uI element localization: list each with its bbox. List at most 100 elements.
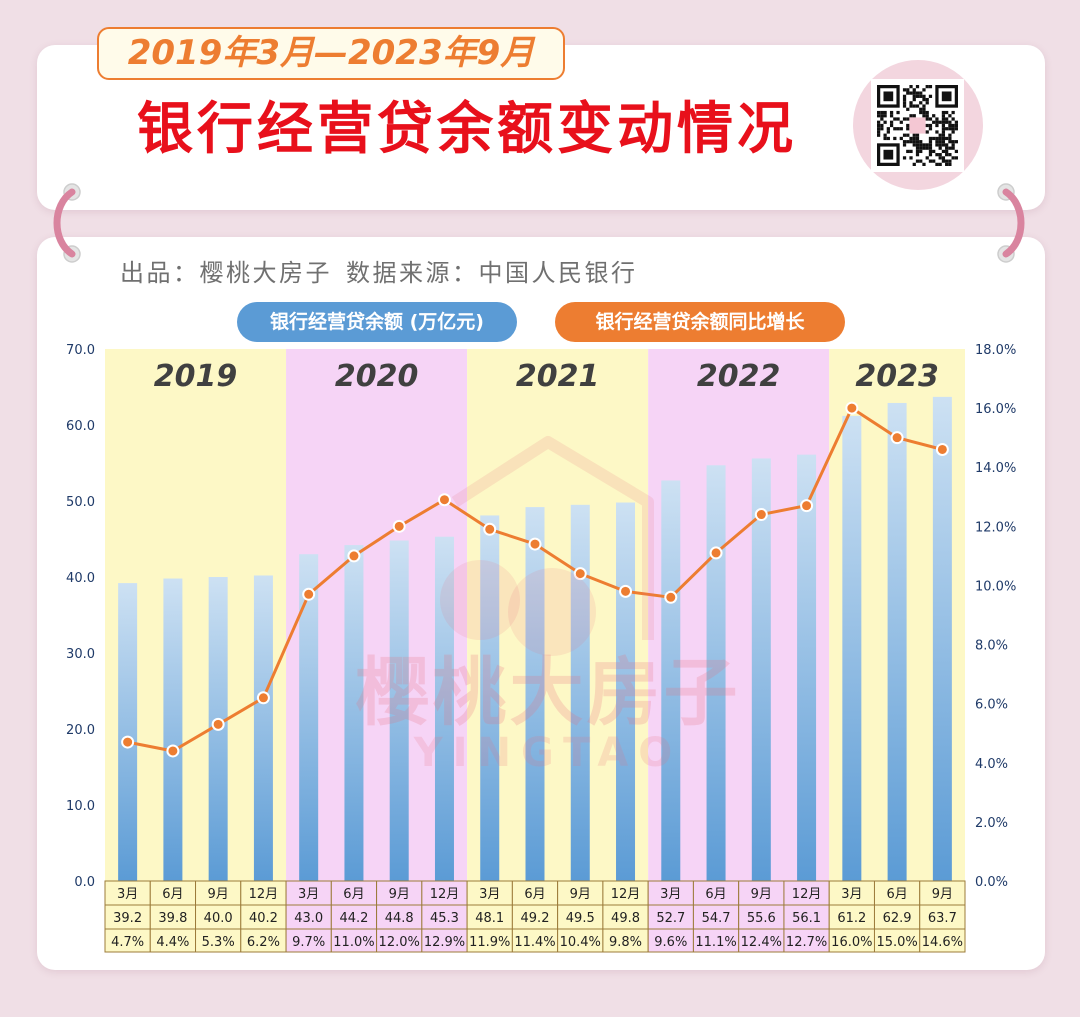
- qr-module: [928, 153, 933, 157]
- qr-module: [912, 114, 916, 118]
- bar: [525, 507, 545, 881]
- growth-point: [392, 519, 406, 533]
- qr-module: [915, 143, 920, 147]
- qr-module: [932, 120, 936, 124]
- qr-module: [925, 130, 929, 134]
- qr-module: [902, 133, 907, 137]
- qr-module: [951, 127, 955, 131]
- qr-module: [893, 127, 897, 131]
- qr-module: [877, 127, 881, 131]
- right-axis-tick: 12.0%: [975, 520, 1016, 535]
- bar: [706, 465, 726, 881]
- qr-module: [935, 162, 939, 166]
- bar: [163, 578, 183, 881]
- qr-module: [877, 133, 881, 137]
- qr-module: [925, 117, 929, 121]
- growth-value-label: 12.7%: [786, 935, 827, 950]
- qr-module: [902, 94, 907, 98]
- qr-code[interactable]: [871, 79, 964, 172]
- qr-module: [877, 123, 881, 128]
- qr-module: [883, 120, 887, 124]
- right-axis-tick: 4.0%: [975, 757, 1008, 772]
- growth-value-label: 12.4%: [741, 935, 782, 950]
- qr-module: [954, 127, 958, 131]
- qr-module: [909, 91, 913, 95]
- qr-module: [906, 123, 910, 128]
- qr-module: [877, 110, 881, 115]
- qr-module: [948, 153, 952, 157]
- qr-module: [925, 114, 929, 118]
- growth-point: [256, 691, 270, 705]
- year-label: 2021: [516, 359, 600, 394]
- growth-value-label: 6.2%: [247, 935, 280, 950]
- qr-module: [922, 110, 926, 115]
- qr-module: [906, 127, 910, 131]
- qr-module: [941, 110, 946, 115]
- qr-module: [915, 94, 920, 98]
- table-cell: [919, 928, 966, 953]
- qr-module: [941, 130, 946, 134]
- bar: [661, 480, 681, 881]
- qr-module: [922, 143, 926, 147]
- bar: [389, 540, 409, 881]
- qr-module: [925, 156, 929, 160]
- qr-module: [906, 140, 910, 144]
- left-axis-tick: 60.0: [66, 419, 95, 434]
- qr-module: [915, 149, 920, 154]
- qr-module: [925, 97, 929, 102]
- qr-module: [928, 123, 933, 128]
- qr-module: [906, 107, 910, 111]
- qr-module: [919, 140, 923, 144]
- qr-module: [945, 136, 949, 141]
- growth-point: [664, 590, 678, 604]
- qr-module: [954, 156, 958, 160]
- table-cell: [240, 880, 287, 906]
- qr-module: [954, 120, 958, 124]
- qr-module: [948, 162, 952, 166]
- qr-module: [941, 136, 946, 141]
- qr-module: [902, 117, 907, 121]
- qr-module: [919, 107, 923, 111]
- qr-module: [880, 123, 884, 128]
- bar-series: [118, 396, 952, 881]
- qr-module: [912, 162, 916, 166]
- qr-module: [951, 117, 955, 121]
- qr-module: [951, 146, 955, 150]
- month-label: 9月: [751, 887, 772, 902]
- qr-module: [906, 149, 910, 154]
- growth-point: [754, 508, 768, 522]
- qr-module: [922, 162, 926, 166]
- qr-module: [928, 149, 933, 154]
- qr-module: [889, 114, 894, 118]
- qr-module: [919, 146, 923, 150]
- qr-module: [919, 143, 923, 147]
- qr-module: [938, 136, 942, 141]
- qr-module: [906, 88, 910, 92]
- year-labels: 2019 2020 2021 2022 2023: [154, 359, 939, 394]
- month-label: 9月: [932, 887, 953, 902]
- qr-module: [932, 159, 936, 163]
- qr-module: [915, 153, 920, 157]
- qr-module: [938, 156, 942, 160]
- growth-value-label: 16.0%: [831, 935, 872, 950]
- table-cell: [692, 880, 740, 906]
- qr-module: [902, 143, 907, 147]
- right-axis-tick: 14.0%: [975, 461, 1016, 476]
- growth-point: [211, 717, 225, 731]
- right-axis-tick: 8.0%: [975, 639, 1008, 654]
- qr-module: [889, 120, 894, 124]
- growth-point: [709, 546, 723, 560]
- qr-module: [941, 133, 946, 137]
- month-label: 12月: [249, 887, 279, 902]
- table-cell: [285, 904, 332, 930]
- left-axis-tick: 10.0: [66, 799, 95, 814]
- binder-rings: [53, 183, 1025, 263]
- bar: [253, 575, 273, 881]
- credit-text: 出品：樱桃大房子: [120, 259, 332, 287]
- qr-module: [938, 140, 942, 144]
- qr-module: [902, 104, 907, 108]
- balance-value-label: 54.7: [702, 911, 731, 926]
- year-label: 2022: [697, 359, 781, 394]
- qr-module: [925, 146, 929, 150]
